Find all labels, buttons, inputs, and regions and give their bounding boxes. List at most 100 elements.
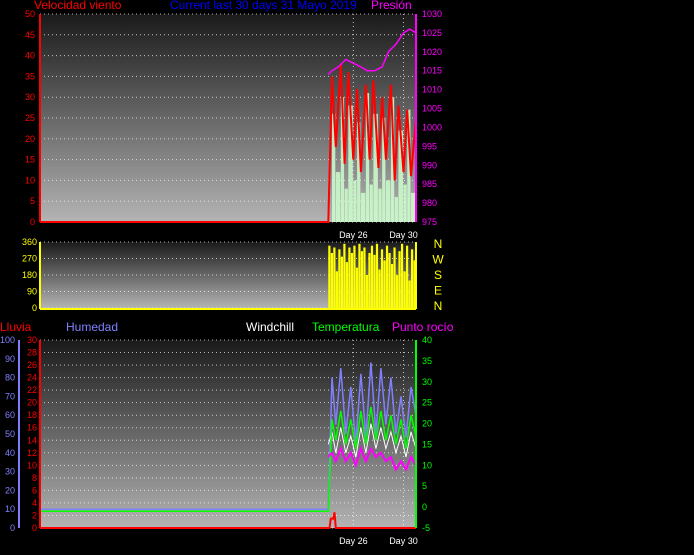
direction-tick: 360 — [22, 237, 37, 247]
direction-bar — [358, 243, 361, 308]
wind-gust-bar — [365, 93, 370, 222]
direction-bar — [378, 269, 381, 308]
wind-speed-tick: 15 — [25, 155, 35, 165]
temp-tick: 35 — [422, 356, 432, 366]
direction-bar — [365, 275, 369, 308]
temp-x-tick: Day 30 — [389, 536, 418, 546]
direction-bar — [408, 280, 411, 308]
direction-bar — [380, 249, 384, 308]
chart-title: Current last 30 days 31 Mayo 2019 — [170, 0, 357, 12]
direction-bar — [368, 253, 371, 308]
wind-gust-bar — [340, 97, 345, 222]
direction-tick: 270 — [22, 254, 37, 264]
humidity-tick: 50 — [5, 429, 15, 439]
direction-bar — [390, 264, 394, 308]
direction-bar — [370, 245, 374, 308]
rain-tick: 26 — [27, 360, 37, 370]
wind-gust-bar — [369, 184, 373, 222]
direction-bar — [385, 245, 389, 308]
temp-tick: 0 — [422, 502, 427, 512]
dewpoint-line — [327, 445, 417, 472]
direction-bar — [400, 243, 404, 308]
direction-bar — [350, 253, 354, 308]
compass-letter: S — [434, 268, 442, 282]
rain-tick: 12 — [27, 448, 37, 458]
temp-tick: 30 — [422, 377, 432, 387]
wind-speed-tick: 10 — [25, 175, 35, 185]
compass-letter: N — [434, 299, 443, 313]
rain-tick: 0 — [32, 523, 37, 533]
wind-x-tick-labels: Day 26 Day 30 — [339, 230, 418, 240]
rain-tick: 20 — [27, 398, 37, 408]
rain-tick: 14 — [27, 435, 37, 445]
humidity-tick: 20 — [5, 485, 15, 495]
pressure-tick: 990 — [422, 160, 437, 170]
direction-bars — [328, 243, 416, 308]
humidity-tick-labels: 0 10 20 30 40 50 60 70 80 90 100 — [0, 335, 15, 533]
temp-tick: 25 — [422, 398, 432, 408]
direction-bar — [348, 247, 351, 308]
wind-gust-bar — [382, 118, 386, 222]
direction-bar — [328, 245, 331, 308]
wind-speed-tick: 35 — [25, 71, 35, 81]
direction-bar — [345, 262, 349, 308]
compass-letter: W — [432, 253, 444, 267]
temp-tick: 40 — [422, 335, 432, 345]
pressure-tick: 980 — [422, 198, 437, 208]
wind-gust-bar — [348, 105, 353, 222]
wind-gust-bar — [398, 130, 403, 222]
legend-dewpoint: Punto rocío — [392, 320, 454, 334]
humidity-tick: 70 — [5, 391, 15, 401]
pressure-tick: 975 — [422, 217, 437, 227]
humidity-tick: 100 — [0, 335, 15, 345]
pressure-tick: 985 — [422, 179, 437, 189]
pressure-tick: 1020 — [422, 47, 442, 57]
humidity-tick: 80 — [5, 373, 15, 383]
wind-right-label: Presión — [371, 0, 412, 12]
temp-tick: -5 — [422, 523, 430, 533]
direction-bar — [333, 247, 336, 308]
temp-tick: 10 — [422, 460, 432, 470]
rain-tick: 16 — [27, 423, 37, 433]
direction-bar — [375, 243, 379, 308]
rain-tick: 24 — [27, 373, 37, 383]
wind-speed-tick: 5 — [30, 196, 35, 206]
windchill-line — [327, 423, 417, 458]
temp-tick: 15 — [422, 439, 432, 449]
temp-tick: 20 — [422, 419, 432, 429]
direction-bar — [398, 251, 401, 308]
direction-tick: 0 — [32, 303, 37, 313]
temp-x-tick-labels: Day 26 Day 30 — [339, 536, 418, 546]
wind-speed-tick-labels: 0 5 10 15 20 25 30 35 40 45 50 — [25, 9, 35, 227]
direction-bar — [360, 251, 364, 308]
wind-speed-tick: 20 — [25, 134, 35, 144]
pressure-tick: 1010 — [422, 85, 442, 95]
humidity-tick: 60 — [5, 410, 15, 420]
wind-gust-bar — [373, 113, 378, 222]
direction-bar — [343, 243, 346, 308]
legend-rain: Lluvia — [0, 320, 32, 334]
direction-bar — [410, 249, 414, 308]
rain-tick: 4 — [32, 498, 37, 508]
wind-gust-bar — [353, 180, 357, 222]
direction-tick: 90 — [27, 287, 37, 297]
direction-bar — [335, 271, 338, 308]
wind-speed-tick: 0 — [30, 217, 35, 227]
wind-gust-bar — [335, 172, 341, 222]
wind-gust-bars — [332, 93, 416, 222]
wind-gust-bar — [403, 184, 407, 222]
direction-bar — [330, 253, 333, 308]
compass-letter: E — [434, 284, 442, 298]
humidity-tick: 0 — [10, 523, 15, 533]
pressure-line — [327, 28, 417, 76]
wind-gust-bar — [332, 113, 336, 222]
pressure-tick: 1025 — [422, 28, 442, 38]
wind-left-label: Velocidad viento — [34, 0, 122, 12]
legend-windchill: Windchill — [246, 320, 294, 334]
pressure-tick: 1005 — [422, 104, 442, 114]
rain-line — [40, 512, 416, 529]
